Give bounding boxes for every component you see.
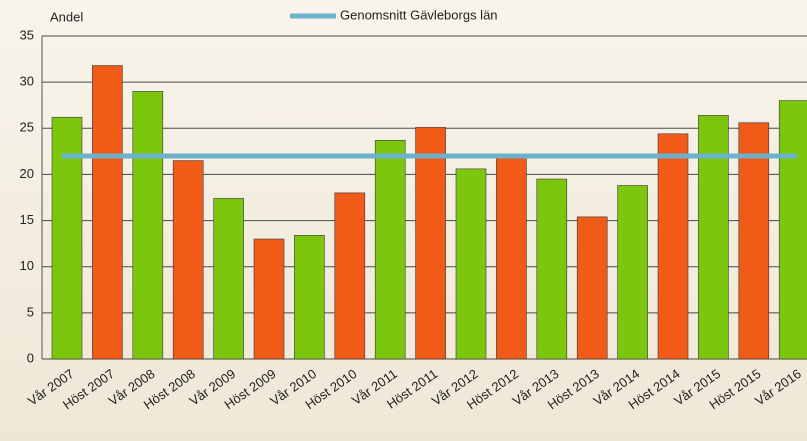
y-tick-label: 10 — [20, 258, 34, 273]
y-tick-label: 25 — [20, 120, 34, 135]
y-tick-label: 15 — [20, 212, 34, 227]
bar — [374, 139, 406, 360]
bar — [738, 122, 770, 360]
y-tick-label: 20 — [20, 166, 34, 181]
bar — [496, 156, 527, 360]
bar — [172, 160, 204, 360]
bar — [698, 115, 729, 360]
bar — [294, 235, 325, 360]
y-tick-label: 5 — [27, 304, 34, 319]
bar — [132, 91, 164, 360]
y-tick-label: 35 — [20, 27, 34, 42]
bar — [334, 192, 366, 360]
y-tick-label: 30 — [20, 74, 34, 89]
bar — [92, 65, 123, 360]
bar — [455, 168, 487, 360]
y-axis-label: Andel — [50, 9, 83, 24]
bar — [657, 133, 689, 360]
legend: Genomsnitt Gävleborgs län — [290, 7, 498, 22]
y-tick-label: 0 — [27, 350, 34, 365]
legend-label: Genomsnitt Gävleborgs län — [340, 7, 498, 22]
bar — [536, 178, 568, 360]
bar — [213, 198, 244, 360]
bar — [253, 238, 285, 360]
bar — [576, 216, 608, 360]
bar — [778, 100, 807, 360]
bar — [617, 185, 648, 360]
bar — [415, 127, 446, 360]
